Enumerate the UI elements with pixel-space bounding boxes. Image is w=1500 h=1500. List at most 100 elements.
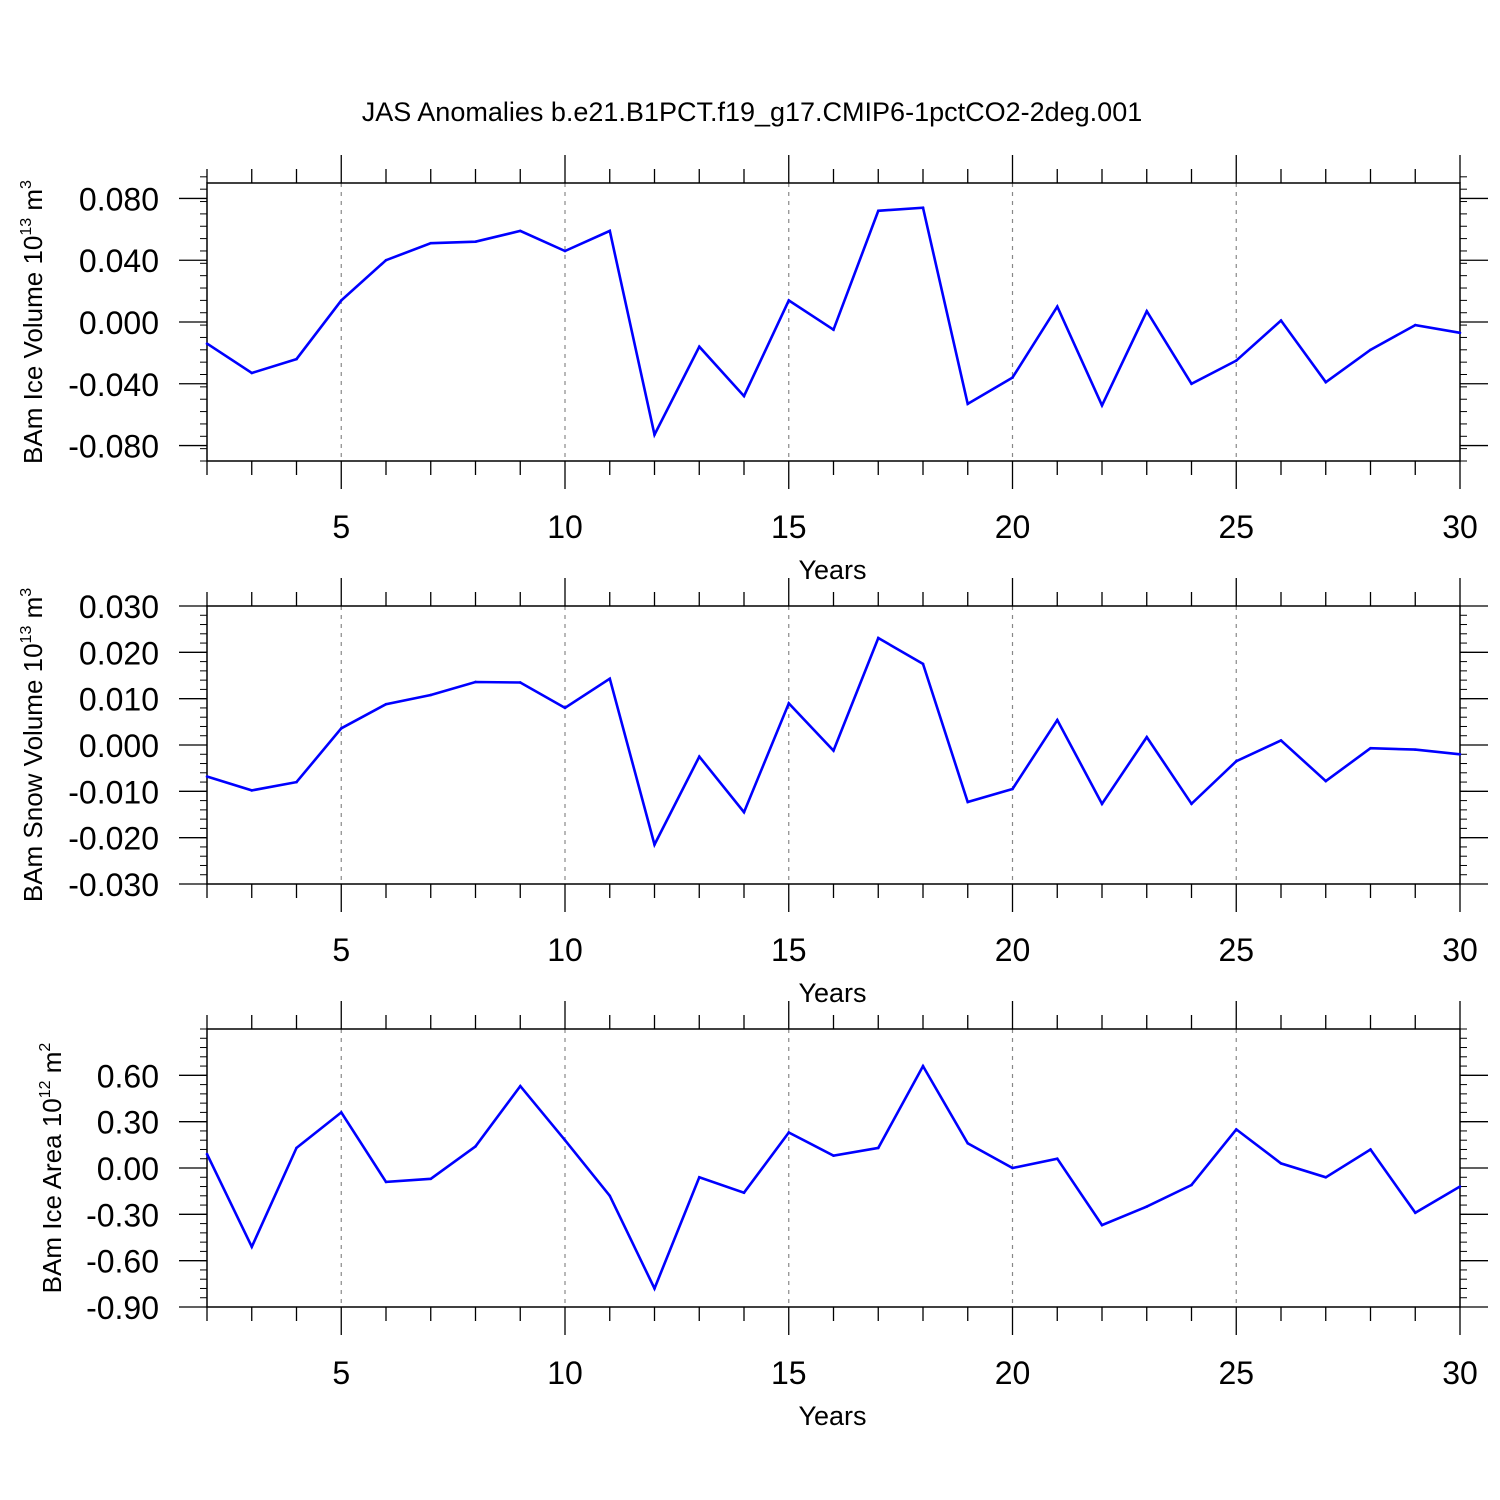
x-tick-label: 5: [332, 932, 350, 968]
y-axis-label: BAm Ice Area 1012 m2: [37, 1043, 67, 1294]
data-point: [1458, 752, 1462, 756]
data-point: [832, 749, 835, 752]
y-tick-label: -0.030: [68, 867, 159, 903]
x-tick-label: 15: [771, 932, 807, 968]
data-point: [1011, 787, 1014, 791]
data-point: [1055, 718, 1059, 722]
x-tick-label: 10: [547, 509, 583, 545]
y-tick-label: -0.30: [86, 1197, 159, 1233]
data-point: [295, 357, 298, 361]
data-point: [384, 702, 388, 706]
y-tick-label: 0.000: [79, 305, 159, 341]
series-line: [206, 206, 1461, 439]
data-point: [1234, 359, 1238, 362]
x-axis-label: Years: [798, 978, 866, 1008]
data-point: [205, 1152, 209, 1156]
plot-frame: [206, 605, 1461, 885]
data-point: [742, 810, 746, 814]
x-tick-label: 5: [332, 1355, 350, 1391]
data-point: [1324, 779, 1328, 783]
panels-group: -0.080 -0.040 0.000 0.040 0.080 5 10 15 20 25 30 Ye…: [18, 155, 1488, 1431]
x-tick-label: 30: [1442, 509, 1478, 545]
y-tick-label: 0.60: [97, 1058, 159, 1094]
data-point: [295, 780, 298, 784]
data-point: [563, 706, 567, 710]
panel-2: -0.030 -0.020 -0.010 0.000 0.010 0.020 0.030 5 1…: [18, 578, 1488, 1008]
data-point: [1100, 1223, 1104, 1227]
data-point: [1145, 1205, 1149, 1208]
chart-title: JAS Anomalies b.e21.B1PCT.f19_g17.CMIP6-…: [362, 97, 1142, 127]
data-point: [1234, 1128, 1238, 1131]
x-axis-label: Years: [798, 555, 866, 585]
y-tick-label: -0.020: [68, 821, 159, 857]
data-point: [653, 1287, 656, 1290]
data-point: [1190, 1183, 1193, 1187]
data-point: [697, 345, 701, 349]
data-point: [832, 1154, 835, 1157]
data-point: [384, 1180, 388, 1184]
data-point: [921, 206, 925, 210]
y-tick-label: 0.010: [79, 682, 159, 718]
data-point: [921, 1064, 925, 1068]
x-tick-label: 20: [995, 509, 1031, 545]
data-point: [787, 702, 791, 705]
y-tick-label: 0.30: [97, 1105, 159, 1141]
x-tick-label: 20: [995, 1355, 1031, 1391]
data-point: [966, 1141, 970, 1145]
x-tick-label: 10: [547, 932, 583, 968]
y-tick-label: -0.040: [68, 367, 159, 403]
data-point: [295, 1146, 298, 1150]
data-point: [1011, 1166, 1014, 1170]
data-point: [474, 240, 477, 243]
y-tick-label: -0.90: [86, 1290, 159, 1326]
data-point: [339, 299, 343, 302]
data-point: [1234, 759, 1238, 763]
y-axis-label: BAm Ice Volume 1013 m3: [18, 180, 48, 464]
data-point: [1413, 323, 1417, 327]
panel-3: -0.90 -0.60 -0.30 0.00 0.30 0.60 5 10 15 20 25 30 Ye…: [37, 1001, 1488, 1431]
data-point: [205, 775, 209, 778]
data-point: [250, 371, 254, 375]
data-point: [787, 1131, 791, 1134]
y-tick-label: 0.030: [79, 589, 159, 625]
data-point: [518, 681, 522, 684]
data-point: [474, 680, 477, 684]
data-point: [339, 1111, 343, 1114]
data-point: [1279, 319, 1283, 322]
x-tick-label: 5: [332, 509, 350, 545]
data-point: [876, 636, 880, 640]
data-point: [742, 394, 746, 398]
y-tick-label: 0.080: [79, 181, 159, 217]
data-point: [474, 1145, 477, 1148]
data-point: [966, 800, 970, 804]
y-tick-label: -0.60: [86, 1244, 159, 1280]
data-point: [1055, 305, 1059, 308]
x-tick-label: 25: [1218, 1355, 1254, 1391]
data-point: [1190, 802, 1193, 806]
data-point: [429, 693, 433, 697]
y-tick-label: 0.00: [97, 1151, 159, 1187]
data-point: [608, 1194, 612, 1198]
x-tick-label: 30: [1442, 932, 1478, 968]
data-point: [608, 677, 612, 681]
data-point: [653, 433, 656, 437]
data-point: [429, 241, 433, 245]
data-point: [1011, 376, 1014, 379]
data-point: [1413, 748, 1417, 751]
data-point: [563, 249, 567, 253]
plot-frame: [206, 182, 1461, 462]
x-tick-label: 25: [1218, 932, 1254, 968]
data-point: [1324, 380, 1328, 384]
y-tick-label: -0.010: [68, 774, 159, 810]
data-point: [518, 1084, 522, 1088]
data-point: [339, 727, 343, 730]
data-point: [1458, 331, 1462, 335]
data-point: [563, 1138, 567, 1142]
data-point: [697, 755, 701, 758]
data-point: [1279, 1162, 1283, 1165]
y-tick-label: 0.040: [79, 243, 159, 279]
data-point: [250, 1245, 254, 1249]
data-point: [1458, 1185, 1462, 1188]
x-axis-label: Years: [798, 1401, 866, 1431]
